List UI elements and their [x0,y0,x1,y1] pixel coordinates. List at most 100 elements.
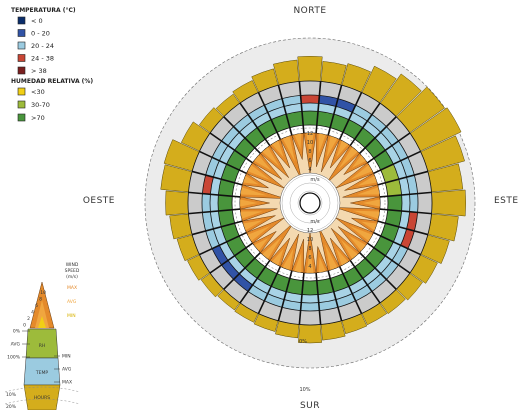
sector-separator [327,84,343,136]
humidity-swatch [17,100,26,109]
hours-tick-inner: 0% [299,339,307,345]
sector-separator [277,270,293,322]
temp-avg-segment [301,294,319,304]
ring-outline [217,110,403,296]
temperature-segment [367,273,387,292]
sector-separator [349,102,381,147]
humidity-segment [218,179,235,197]
key-left-label: AVG [11,342,21,348]
temp-avg-segment [318,291,336,303]
grey-ring-segment [355,92,380,115]
wind-avg-spike [271,248,284,266]
sector-separator [257,266,282,314]
humidity-legend-label: 30-70 [31,101,50,109]
wind-avg-spike [254,155,272,171]
sector-separator [223,251,262,290]
humidity-legend-label: >70 [31,114,45,122]
grey-ring-segment [188,171,206,194]
grey-ring-segment [278,307,301,325]
wind-avg-spike [340,239,358,259]
temp-avg-segment [284,103,302,115]
grey-ring-segment [240,92,265,115]
temperature-segment [335,293,356,308]
temperature-swatch [17,41,26,50]
wind-avg-spike [351,155,366,168]
temp-avg-segment [210,194,219,212]
humidity-swatch [17,113,26,122]
wind-speed-tick: 10 [307,237,313,243]
grey-ring-segment [210,116,234,142]
grey-ring-segment [319,81,342,99]
key-speed-tick: 6 [35,303,38,309]
temperature-legend-label: 20 - 24 [31,42,54,50]
sector-separator [358,251,397,290]
sector-separator [239,102,271,147]
wind-avg-spike [324,243,338,270]
key-title-line: (m/s) [66,274,78,280]
compass-south: SUR [300,401,320,410]
temperature-segment [335,98,356,113]
temp-avg-segment [210,177,222,195]
key-min-label: MIN [67,313,76,319]
temperature-segment [400,157,415,178]
humidity-segment [301,280,319,295]
rose-group: 12 12 10 10 8 8 6 6 4 4 m/s m/s 0% 10% [144,37,476,393]
humidity-segment [218,209,235,227]
wind-avg-spike [318,133,326,154]
temperature-legend: TEMPERATURA (°C) < 0 0 - 20 20 - 24 24 - 38… [11,7,76,75]
grey-ring-segment [414,171,432,194]
temperature-legend-label: 0 - 20 [31,30,50,38]
temperature-legend-title: TEMPERATURA (°C) [11,7,76,14]
wind-avg-spike [357,187,380,195]
grey-ring-segment [398,133,421,158]
temperature-segment [212,141,229,161]
wind-avg-spike [362,199,380,207]
temperature-segment [264,293,285,308]
temp-avg-segment [333,106,353,120]
key-speed-tick: 2 [27,316,30,322]
temp-avg-segment [348,278,368,294]
wind-avg-spike [306,248,314,273]
temp-avg-segment [252,278,272,294]
grey-ring-segment [299,81,321,96]
temp-avg-segment [213,160,227,180]
grey-ring-segment [371,279,397,303]
temperature-segment [400,228,415,249]
ring-outline [209,102,411,304]
temperature-segment [212,245,229,265]
temperature-segment [367,114,387,133]
wind-avg-spike [254,238,269,251]
humidity-segment [387,194,402,212]
wind-avg-spike [240,187,268,196]
humidity-segment [385,209,402,227]
key-right-label: MIN [62,354,71,360]
key-hours-tick: 20% [6,404,17,410]
wind-speed-unit: m/s [310,177,320,183]
wind-avg-spike [348,235,366,251]
temp-avg-segment [228,255,245,274]
key-left-label: 100% [7,355,21,361]
humidity-segment [316,111,334,128]
temperature-segment [380,260,399,280]
wind-avg-spike [349,164,373,181]
wind-speed-tick: 6 [308,158,311,164]
wind-avg-spike [361,221,377,231]
humidity-legend-title: HUMEDAD RELATIVA (%) [11,78,93,85]
key-hours-band [23,384,61,410]
compass-north: NORTE [293,6,326,16]
grey-ring-segment [414,212,432,235]
temp-avg-segment [393,160,407,180]
key-right-label: AVG [62,367,72,373]
key-speed-tick: 8 [39,297,42,303]
wind-avg-spike [243,220,263,231]
temp-avg-segment [393,226,407,246]
grey-ring-segment [223,103,249,127]
grey-ring-segment [417,192,432,214]
temperature-segment [202,193,211,213]
temp-avg-segment [219,145,235,165]
wind-avg-spike [262,236,282,259]
temperature-segment [352,105,372,122]
key-hours-label: HOURS [34,395,50,401]
wind-avg-spike [306,133,314,158]
speed-circle [289,182,331,224]
